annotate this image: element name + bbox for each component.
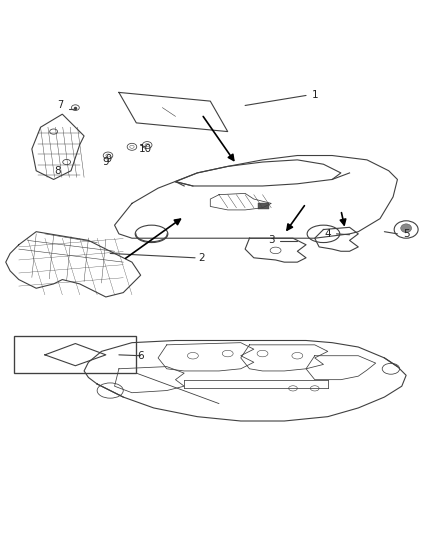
Text: 5: 5 [403,229,410,239]
Text: 10: 10 [138,144,152,154]
Text: 9: 9 [102,157,109,167]
Text: 9: 9 [105,154,111,164]
Text: 6: 6 [138,351,144,361]
Text: 2: 2 [198,253,205,263]
Bar [14,336,136,373]
Text: 8: 8 [55,166,61,176]
Text: 3: 3 [268,236,275,245]
Text: 7: 7 [57,100,63,110]
Ellipse shape [401,224,412,232]
Bar [258,204,269,208]
Text: 1: 1 [311,90,318,100]
Text: 4: 4 [325,229,331,239]
